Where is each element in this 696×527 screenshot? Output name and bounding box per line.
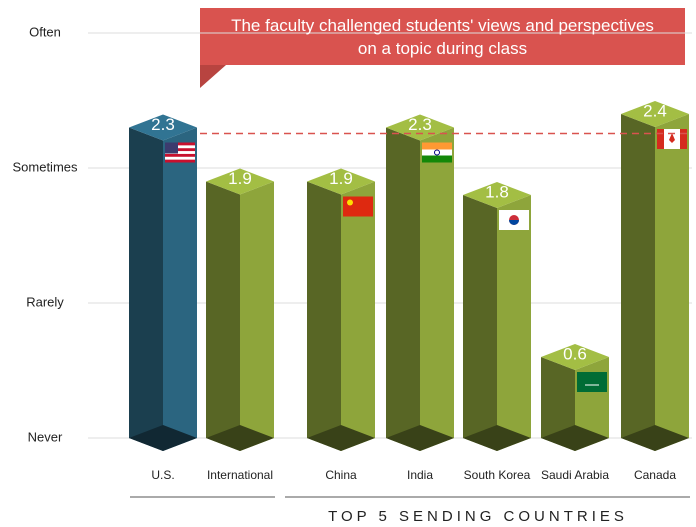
bar-top — [129, 114, 197, 141]
data-label: 1.8 — [485, 182, 509, 201]
chart-title: The faculty challenged students' views a… — [231, 15, 654, 58]
flag — [657, 129, 687, 149]
bar-base — [206, 425, 274, 451]
flag — [422, 142, 452, 150]
flag — [165, 142, 178, 154]
bar-left — [307, 181, 341, 451]
y-tick-label: Sometimes — [12, 159, 78, 174]
x-tick-label: China — [325, 468, 357, 482]
bar-right — [420, 127, 454, 451]
x-tick-label: U.S. — [151, 468, 174, 482]
flag — [657, 129, 664, 149]
group-label: TOP 5 SENDING COUNTRIES — [328, 508, 628, 525]
bar-base — [541, 425, 609, 451]
y-tick-label: Never — [28, 429, 63, 444]
bar-top — [541, 344, 609, 370]
y-tick-label: Rarely — [26, 294, 64, 309]
x-tick-label: South Korea — [464, 468, 531, 482]
bar-base — [463, 425, 531, 451]
flag — [422, 155, 452, 163]
bar-right — [240, 181, 274, 451]
bar-right — [341, 181, 375, 451]
y-tick-label: Often — [29, 24, 61, 39]
flag — [165, 142, 195, 163]
x-tick-label: International — [207, 468, 273, 482]
bar-top — [206, 168, 274, 195]
x-tick-label: Canada — [634, 468, 676, 482]
bar-base — [307, 425, 375, 451]
bar-top — [386, 114, 454, 141]
bar-left — [206, 181, 240, 451]
data-label: 1.9 — [329, 169, 353, 188]
flag — [347, 199, 353, 206]
data-label: 0.6 — [563, 344, 587, 363]
flag — [422, 142, 452, 163]
flag — [434, 149, 440, 156]
bar-right — [163, 127, 197, 451]
bar-base — [129, 425, 197, 451]
bar-left — [463, 195, 497, 451]
flag — [499, 210, 529, 230]
flag — [422, 149, 452, 156]
data-label: 2.3 — [151, 115, 175, 134]
bar-left — [129, 127, 163, 451]
bar-left — [621, 114, 655, 451]
x-tick-label: Saudi Arabia — [541, 468, 609, 482]
bar-right — [497, 195, 531, 451]
title-tail — [200, 65, 226, 88]
x-tick-label: India — [407, 468, 433, 482]
title-box — [200, 8, 685, 65]
flag — [509, 220, 519, 225]
data-label: 1.9 — [228, 169, 252, 188]
bar-base — [621, 425, 689, 451]
flag — [343, 196, 373, 217]
data-label: 2.3 — [408, 115, 432, 134]
flag — [680, 129, 687, 149]
bar-top — [621, 101, 689, 127]
flag — [577, 372, 607, 392]
bar-base — [386, 425, 454, 451]
bar-top — [307, 168, 375, 195]
flag — [577, 372, 607, 392]
bar-left — [386, 127, 420, 451]
flag — [165, 153, 195, 157]
flag — [165, 142, 195, 146]
flag — [165, 148, 195, 152]
bar-left — [541, 357, 575, 451]
flag — [669, 133, 675, 143]
bar-right — [655, 114, 689, 451]
flag — [343, 196, 373, 217]
data-label: 2.4 — [643, 101, 667, 120]
flag — [165, 159, 195, 163]
bar-top — [463, 182, 531, 208]
